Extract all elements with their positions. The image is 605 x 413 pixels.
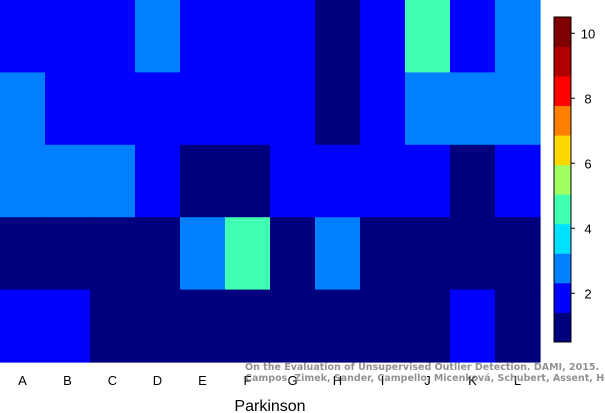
heatmap-cell [225,144,271,218]
heatmap-cell [360,289,406,363]
heatmap-cell [360,0,406,73]
x-tick-label: L [514,373,521,388]
colorbar-tick-label: 10 [581,26,595,41]
heatmap-cell [180,217,226,291]
heatmap-cell [315,0,361,73]
colorbar-segment [554,17,571,47]
heatmap-cell [180,72,226,146]
colorbar-segment [554,164,571,195]
colorbar-segment [554,105,571,136]
colorbar-segment [554,282,571,313]
heatmap-cells [0,0,541,363]
heatmap-cell [270,0,316,73]
x-tick-label: K [468,373,477,388]
heatmap-cell [315,72,361,146]
heatmap-cell [405,289,451,363]
heatmap-cell [135,72,181,146]
heatmap-cell [315,144,361,218]
heatmap-cell [225,0,271,73]
heatmap-cell [0,217,46,291]
heatmap-cell [135,0,181,73]
heatmap-cell [450,217,496,291]
x-tick-label: D [153,373,162,388]
heatmap-cell [45,289,91,363]
colorbar-segment [554,223,571,254]
heatmap-cell [270,217,316,291]
colorbar-segment [554,46,571,77]
heatmap-cell [135,144,181,218]
heatmap-cell [90,0,136,73]
watermark: On the Evaluation of Unsupervised Outlie… [245,362,605,384]
colorbar-segment [554,253,571,284]
colorbar-tick-label: 6 [584,156,591,171]
colorbar-segment [554,312,571,343]
heatmap-cell [360,72,406,146]
heatmap-cell [90,289,136,363]
heatmap-cell [135,289,181,363]
heatmap-cell [405,0,451,73]
x-tick-label: G [287,373,297,388]
heatmap-cell [315,217,361,291]
heatmap-cell [135,217,181,291]
heatmap-cell [405,144,451,218]
heatmap-cell [270,289,316,363]
x-tick-label: C [108,373,117,388]
colorbar-tick-label: 8 [584,91,591,106]
heatmap-cell [180,144,226,218]
heatmap-cell [45,72,91,146]
colorbar-tick-labels: 2 4 6 8 10 [571,26,595,301]
heatmap-cell [45,217,91,291]
heatmap-cell [270,144,316,218]
heatmap-cell [0,289,46,363]
heatmap-cell [450,72,496,146]
heatmap-cell [270,72,316,146]
colorbar-segment [554,135,571,166]
x-tick-label: I [381,373,385,388]
heatmap-cell [495,72,541,146]
x-tick-label: A [18,373,27,388]
heatmap-cell [495,144,541,218]
heatmap-cell [45,144,91,218]
heatmap-cell [450,289,496,363]
heatmap-cell [225,289,271,363]
colorbar [553,16,572,343]
watermark-line-2: Campos, Zimek, Sander, Campello, Micenko… [245,373,605,384]
x-tick-label: J [424,373,431,388]
x-tick-label: F [244,373,252,388]
heatmap-cell [315,289,361,363]
watermark-line-1: On the Evaluation of Unsupervised Outlie… [245,362,600,373]
heatmap-cell [180,0,226,73]
heatmap-cell [45,0,91,73]
x-tick-label: B [63,373,72,388]
heatmap-cell [495,289,541,363]
heatmap-cell [0,144,46,218]
x-tick-label: H [333,373,342,388]
heatmap-cell [90,72,136,146]
heatmap-cell [90,217,136,291]
colorbar-tick-label: 2 [584,286,591,301]
heatmap-cell [450,144,496,218]
colorbar-segment [554,194,571,225]
heatmap-cell [180,289,226,363]
heatmap-cell [495,0,541,73]
x-tick-labels: A B C D E F G H I J K L [18,373,521,388]
x-axis-label: Parkinson [234,398,305,413]
heatmap-cell [405,72,451,146]
heatmap-cell [0,0,46,73]
heatmap-cell [225,72,271,146]
heatmap-cell [360,144,406,218]
colorbar-segment [554,76,571,107]
heatmap-cell [360,217,406,291]
colorbar-border [553,16,572,343]
heatmap-cell [495,217,541,291]
heatmap-cell [405,217,451,291]
heatmap-cell [90,144,136,218]
heatmap-cell [0,72,46,146]
heatmap-cell [450,0,496,73]
colorbar-tick-label: 4 [584,221,591,236]
heatmap-cell [225,217,271,291]
x-tick-label: E [198,373,207,388]
